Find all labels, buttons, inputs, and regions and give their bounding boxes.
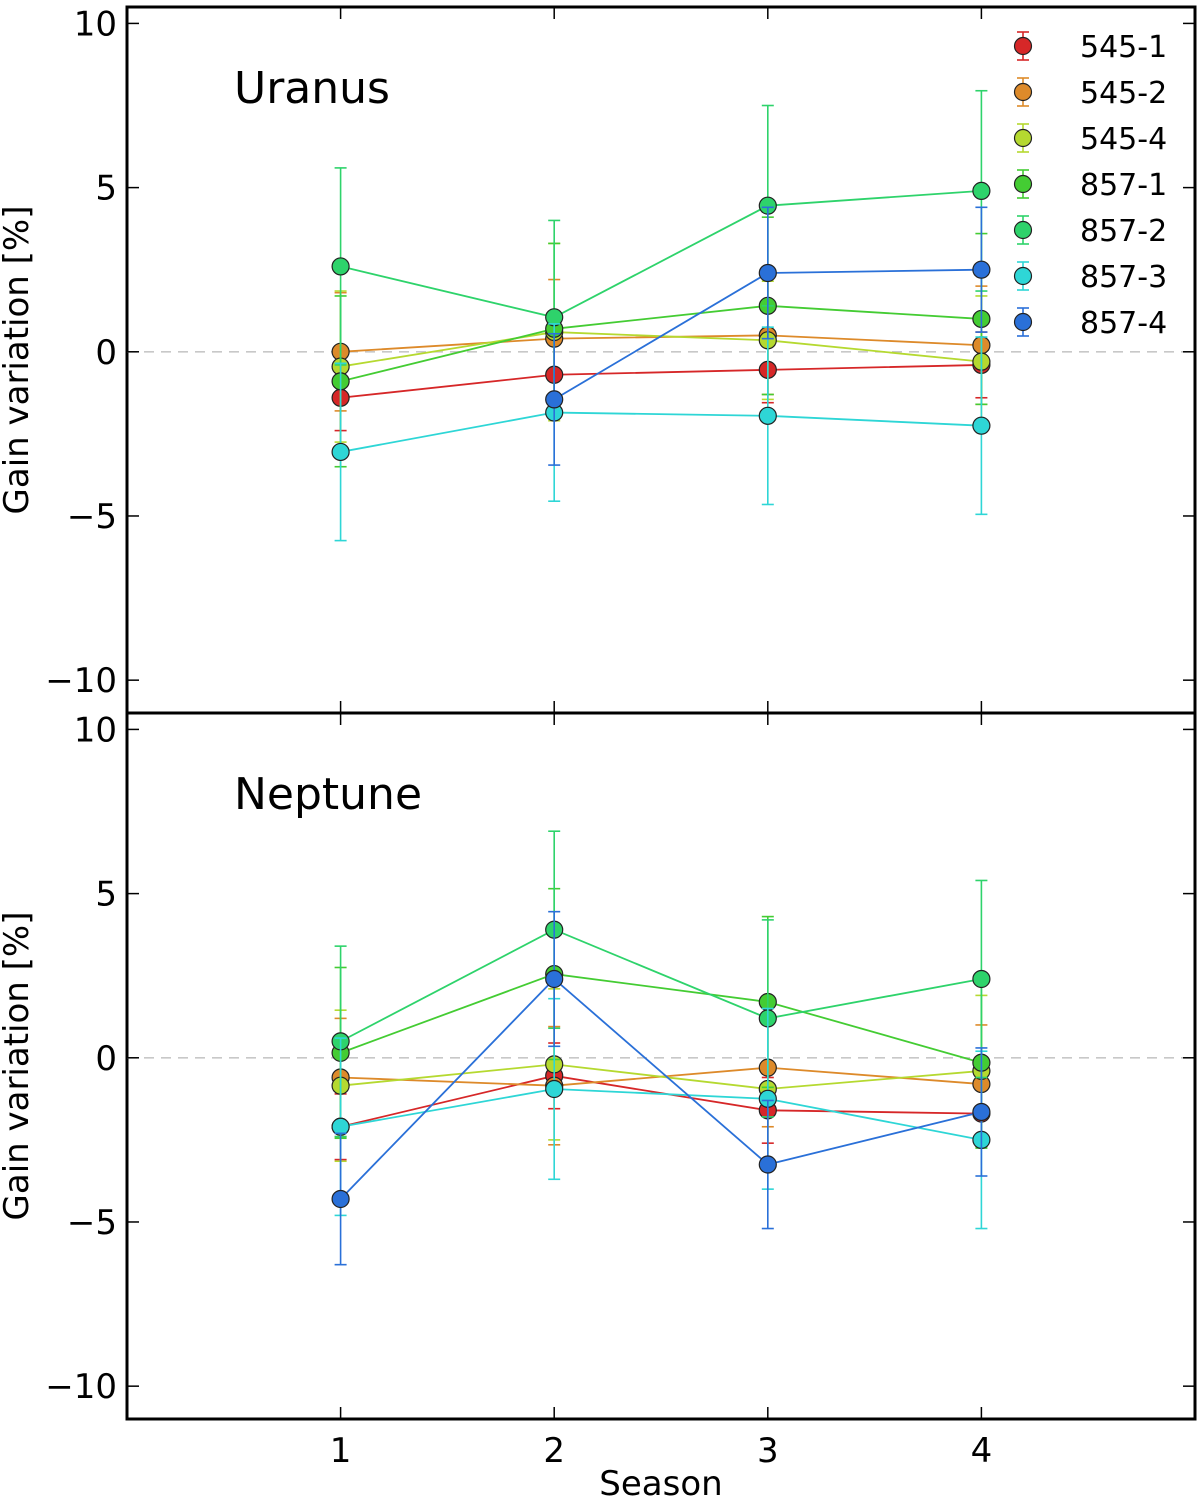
uranus-title: Uranus: [234, 63, 390, 114]
neptune-line-857-2: [340, 928, 982, 1043]
legend-marker: [1013, 220, 1033, 240]
xtick-label: 3: [757, 1431, 779, 1471]
legend-marker: [1013, 174, 1033, 194]
uranus-series-857-2: [331, 89, 991, 415]
legend: 545-1 545-2 545-4 857-1 857-2 857-3 857-4: [1013, 30, 1167, 341]
legend-entry-545-4: 545-4: [1013, 122, 1167, 157]
neptune-point-857-4: [972, 1102, 991, 1122]
uranus-line-545-1: [340, 364, 982, 399]
legend-entry-857-4: 857-4: [1013, 306, 1167, 341]
uranus-ytick-label: 0: [95, 333, 117, 373]
uranus-point-857-4: [758, 263, 777, 283]
legend-label: 545-2: [1080, 76, 1167, 111]
uranus-line-545-2: [340, 334, 982, 353]
neptune-line-857-1: [340, 973, 982, 1064]
neptune-line-857-4: [339, 977, 982, 1200]
legend-label: 857-2: [1080, 214, 1167, 249]
neptune-series-857-4: [331, 910, 991, 1266]
neptune-line-857-3: [340, 1088, 982, 1141]
uranus-line-857-2: [340, 189, 982, 319]
neptune-point-857-4: [545, 969, 564, 989]
neptune-ytick-label: 0: [95, 1039, 117, 1079]
neptune-title: Neptune: [234, 769, 422, 820]
legend-marker: [1013, 266, 1033, 286]
uranus-line-857-3: [340, 411, 982, 453]
uranus-series-545-2: [331, 275, 991, 412]
neptune-series-545-1: [331, 1042, 991, 1161]
neptune-point-857-4: [331, 1189, 350, 1209]
legend-label: 857-3: [1080, 260, 1167, 295]
xlabel: Season: [599, 1464, 722, 1497]
neptune-line-545-1: [340, 1074, 982, 1128]
uranus-ytick-label: 10: [74, 4, 117, 44]
uranus-point-857-3: [331, 442, 350, 462]
legend-entry-857-3: 857-3: [1013, 260, 1167, 295]
neptune-point-857-4: [758, 1155, 777, 1174]
shared-x-axis: 1 2 3 4 Season: [330, 1431, 992, 1497]
neptune-line-545-4: [340, 1063, 982, 1090]
neptune-ytick-label: −10: [45, 1367, 117, 1407]
uranus-point-857-4: [545, 390, 564, 409]
uranus-point-857-3: [972, 416, 991, 435]
uranus-series-857-4: [545, 206, 991, 466]
neptune-series-857-3: [331, 997, 991, 1230]
neptune-ytick-label: 10: [74, 710, 117, 750]
legend-label: 545-1: [1080, 30, 1167, 65]
legend-marker: [1013, 312, 1033, 332]
uranus-ytick-label: −5: [67, 497, 117, 537]
uranus-series-857-3: [331, 323, 991, 542]
legend-entry-857-1: 857-1: [1013, 168, 1167, 203]
uranus-ylabel: Gain variation [%]: [0, 206, 37, 515]
uranus-point-857-2: [331, 257, 350, 276]
neptune-frame: [125, 711, 1197, 1421]
neptune-series-857-1: [331, 887, 991, 1149]
legend-label: 545-4: [1080, 122, 1167, 157]
legend-entry-857-2: 857-2: [1013, 214, 1167, 249]
legend-marker: [1013, 128, 1033, 148]
uranus-line-857-1: [340, 304, 982, 383]
legend-marker: [1013, 82, 1033, 102]
legend-marker: [1013, 36, 1033, 56]
uranus-series-545-4: [331, 242, 991, 443]
neptune-point-857-2: [972, 969, 991, 989]
uranus-ytick-label: 5: [95, 169, 117, 209]
neptune-ytick-label: −5: [67, 1203, 117, 1243]
neptune-series-857-2: [331, 830, 991, 1138]
xtick-label: 2: [543, 1431, 565, 1471]
neptune-panel: 10 5 0 −5 −10 Gain variation [%] Neptune: [0, 710, 1197, 1421]
uranus-point-857-3: [758, 406, 777, 425]
legend-label: 857-1: [1080, 168, 1167, 203]
xtick-label: 1: [330, 1431, 352, 1471]
uranus-ytick-label: −10: [45, 661, 117, 701]
uranus-point-857-2: [972, 181, 991, 200]
uranus-panel: 10 5 0 −5 −10 Gain variation [%] Uranus: [0, 4, 1197, 715]
legend-label: 857-4: [1080, 306, 1167, 341]
neptune-point-857-3: [545, 1079, 564, 1099]
legend-entry-545-2: 545-2: [1013, 76, 1167, 111]
legend-entry-545-1: 545-1: [1013, 30, 1167, 65]
neptune-ytick-label: 5: [95, 875, 117, 915]
neptune-ylabel: Gain variation [%]: [0, 912, 37, 1221]
xtick-label: 4: [971, 1431, 993, 1471]
uranus-point-857-4: [972, 260, 991, 279]
